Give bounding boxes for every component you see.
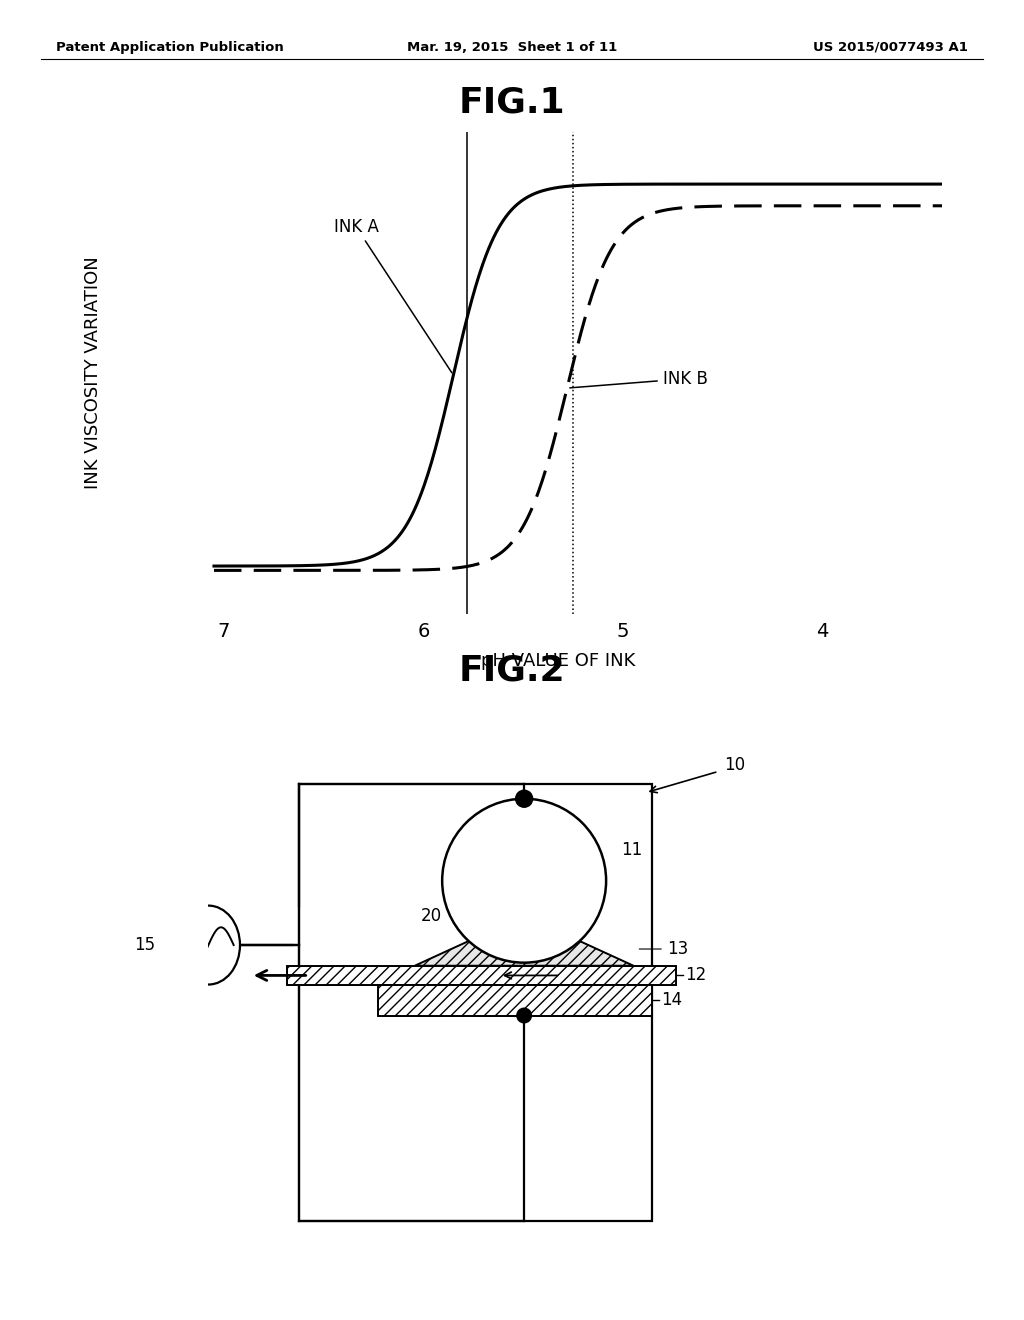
Text: US 2015/0077493 A1: US 2015/0077493 A1: [813, 41, 968, 54]
Text: Patent Application Publication: Patent Application Publication: [56, 41, 284, 54]
Text: 13: 13: [639, 940, 688, 958]
Text: 20: 20: [421, 907, 442, 925]
Text: 10: 10: [725, 756, 745, 775]
Circle shape: [517, 1008, 531, 1023]
Text: INK B: INK B: [569, 370, 708, 388]
Text: 14: 14: [660, 991, 682, 1010]
Circle shape: [442, 799, 606, 962]
X-axis label: pH VALUE OF INK: pH VALUE OF INK: [481, 652, 635, 671]
Bar: [379, 985, 651, 1015]
Text: 12: 12: [685, 966, 707, 985]
Text: INK A: INK A: [334, 218, 452, 372]
Bar: [299, 784, 651, 1221]
Text: Mar. 19, 2015  Sheet 1 of 11: Mar. 19, 2015 Sheet 1 of 11: [407, 41, 617, 54]
Text: FIG.1: FIG.1: [459, 86, 565, 120]
Bar: [288, 966, 676, 985]
Text: 15: 15: [134, 936, 156, 954]
Text: 11: 11: [622, 841, 642, 859]
Ellipse shape: [177, 906, 240, 985]
Text: INK VISCOSITY VARIATION: INK VISCOSITY VARIATION: [84, 256, 102, 490]
Polygon shape: [415, 932, 634, 966]
Circle shape: [516, 791, 532, 808]
Bar: [288, 966, 676, 985]
Bar: [379, 985, 651, 1015]
Text: FIG.2: FIG.2: [459, 653, 565, 688]
